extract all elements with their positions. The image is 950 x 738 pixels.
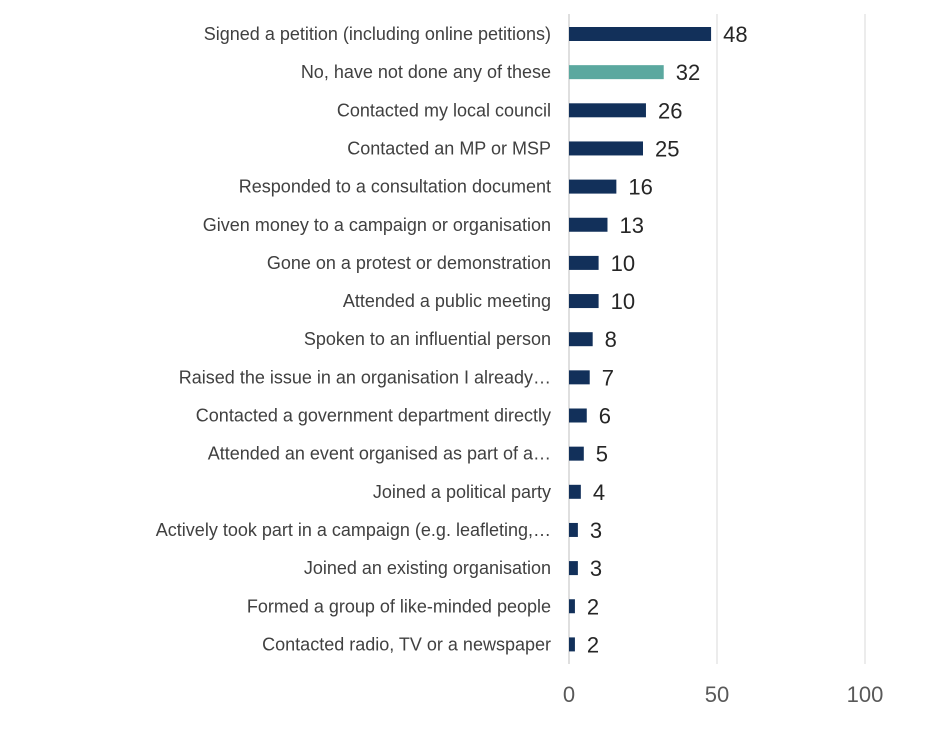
category-label: Responded to a consultation document: [239, 177, 551, 197]
data-label: 26: [658, 98, 682, 123]
category-label: Formed a group of like-minded people: [247, 596, 551, 616]
data-label: 5: [596, 442, 608, 467]
x-tick-label: 100: [847, 682, 884, 707]
category-label: Contacted a government department direct…: [196, 406, 551, 426]
category-label: Actively took part in a campaign (e.g. l…: [156, 520, 551, 540]
category-label: Given money to a campaign or organisatio…: [203, 215, 551, 235]
bar: [569, 370, 590, 385]
bar: [569, 294, 599, 309]
category-label: Contacted an MP or MSP: [347, 138, 551, 158]
bar: [569, 599, 575, 614]
bar: [569, 637, 575, 652]
bar: [569, 522, 578, 537]
category-label: Spoken to an influential person: [304, 329, 551, 349]
bar: [569, 332, 593, 347]
x-axis-ticks: 0 50 100: [563, 682, 883, 707]
data-label: 2: [587, 632, 599, 657]
bar: [569, 141, 643, 156]
data-label: 16: [628, 175, 652, 200]
data-label: 6: [599, 404, 611, 429]
category-label: Joined a political party: [373, 482, 551, 502]
bar: [569, 561, 578, 576]
category-label: Joined an existing organisation: [304, 558, 551, 578]
data-label: 8: [605, 327, 617, 352]
category-label: Raised the issue in an organisation I al…: [179, 367, 551, 387]
category-label: Attended an event organised as part of a…: [208, 444, 551, 464]
bar: [569, 217, 608, 232]
data-label: 2: [587, 594, 599, 619]
data-label: 7: [602, 365, 614, 390]
bar: [569, 484, 581, 499]
bars: [569, 27, 712, 652]
data-label: 3: [590, 556, 602, 581]
bar: [569, 179, 617, 194]
bar: [569, 103, 646, 118]
category-label: Attended a public meeting: [343, 291, 551, 311]
bar: [569, 446, 584, 461]
category-labels: Signed a petition (including online peti…: [156, 24, 551, 654]
data-label: 13: [619, 213, 643, 238]
category-label: Contacted my local council: [337, 100, 551, 120]
data-label: 10: [611, 289, 635, 314]
data-label: 10: [611, 251, 635, 276]
category-label: Contacted radio, TV or a newspaper: [262, 634, 551, 654]
bar: [569, 255, 599, 270]
data-label: 48: [723, 22, 747, 47]
data-label: 32: [676, 60, 700, 85]
bar: [569, 408, 587, 423]
x-tick-label: 50: [705, 682, 729, 707]
data-label: 3: [590, 518, 602, 543]
category-label: No, have not done any of these: [301, 62, 551, 82]
data-label: 25: [655, 136, 679, 161]
x-tick-label: 0: [563, 682, 575, 707]
bar: [569, 65, 664, 80]
category-label: Signed a petition (including online peti…: [204, 24, 551, 44]
data-label: 4: [593, 480, 605, 505]
bar: [569, 27, 712, 41]
category-label: Gone on a protest or demonstration: [267, 253, 551, 273]
